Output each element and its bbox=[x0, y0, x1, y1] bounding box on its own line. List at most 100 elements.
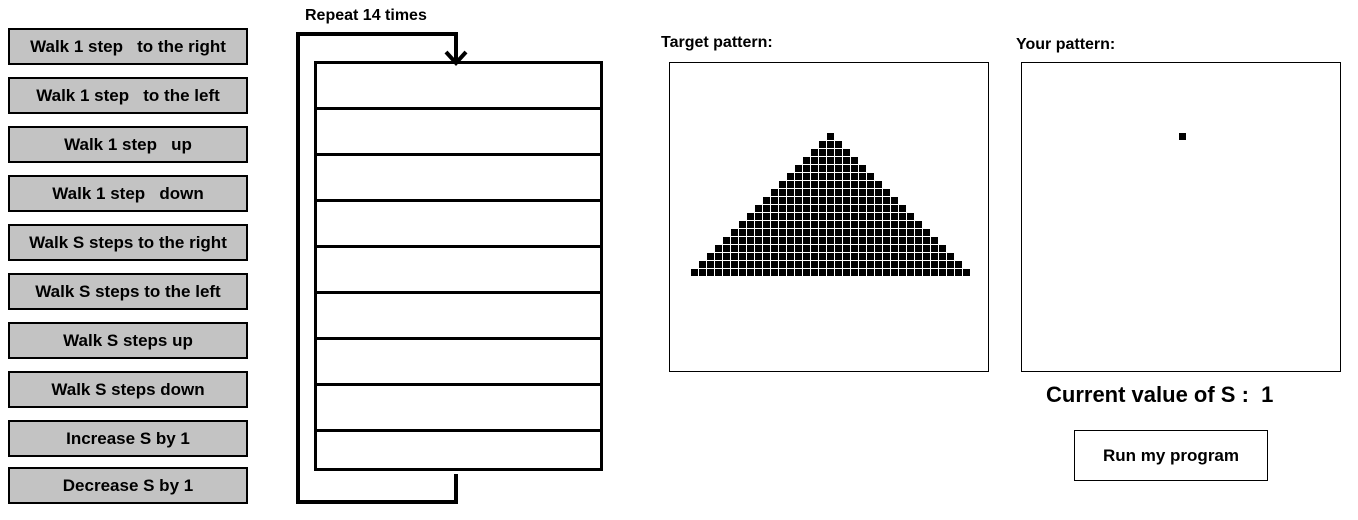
target-pixel bbox=[747, 237, 754, 244]
target-pixel bbox=[875, 229, 882, 236]
target-pixel bbox=[891, 245, 898, 252]
target-pixel bbox=[803, 261, 810, 268]
target-pixel bbox=[819, 189, 826, 196]
target-pixel bbox=[779, 253, 786, 260]
target-pixel bbox=[715, 253, 722, 260]
target-pixel bbox=[835, 205, 842, 212]
loop-slot-1[interactable] bbox=[316, 63, 601, 109]
target-pixel bbox=[939, 253, 946, 260]
target-pixel bbox=[731, 269, 738, 276]
target-pixel bbox=[731, 253, 738, 260]
loop-slot-8[interactable] bbox=[316, 385, 601, 431]
target-pixel bbox=[923, 253, 930, 260]
target-pixel bbox=[755, 269, 762, 276]
target-pixel bbox=[731, 229, 738, 236]
target-pixel bbox=[763, 269, 770, 276]
target-pixel bbox=[771, 237, 778, 244]
target-pixel bbox=[755, 245, 762, 252]
target-pixel bbox=[779, 269, 786, 276]
loop-slot-7[interactable] bbox=[316, 339, 601, 385]
target-pixel bbox=[835, 141, 842, 148]
cmd-walk-1-right[interactable]: Walk 1 step to the right bbox=[8, 28, 248, 65]
target-pixel bbox=[907, 213, 914, 220]
target-pixel bbox=[843, 269, 850, 276]
target-pixel bbox=[835, 261, 842, 268]
target-pixel bbox=[811, 149, 818, 156]
target-pixel bbox=[787, 205, 794, 212]
target-pixel bbox=[843, 213, 850, 220]
target-pixel bbox=[763, 197, 770, 204]
target-pixel bbox=[723, 269, 730, 276]
cmd-decrease-s[interactable]: Decrease S by 1 bbox=[8, 467, 248, 504]
target-pixel bbox=[795, 229, 802, 236]
target-pixel bbox=[803, 197, 810, 204]
target-pixel bbox=[763, 229, 770, 236]
target-pixel bbox=[779, 261, 786, 268]
target-pixel bbox=[739, 221, 746, 228]
target-pixel bbox=[771, 213, 778, 220]
target-pixel bbox=[771, 221, 778, 228]
target-pixel bbox=[843, 229, 850, 236]
target-pixel bbox=[819, 197, 826, 204]
target-pixel bbox=[859, 237, 866, 244]
cmd-walk-s-right[interactable]: Walk S steps to the right bbox=[8, 224, 248, 261]
target-pixel bbox=[891, 205, 898, 212]
target-pixel bbox=[763, 221, 770, 228]
target-pixel bbox=[939, 261, 946, 268]
target-pixel bbox=[843, 165, 850, 172]
target-pixel bbox=[915, 237, 922, 244]
target-pixel bbox=[859, 173, 866, 180]
target-pixel bbox=[955, 269, 962, 276]
target-pixel bbox=[899, 237, 906, 244]
target-pixel bbox=[795, 237, 802, 244]
target-pixel bbox=[867, 181, 874, 188]
target-pixel bbox=[811, 221, 818, 228]
loop-slot-3[interactable] bbox=[316, 155, 601, 201]
cmd-walk-s-up[interactable]: Walk S steps up bbox=[8, 322, 248, 359]
cmd-increase-s[interactable]: Increase S by 1 bbox=[8, 420, 248, 457]
target-pixel bbox=[803, 173, 810, 180]
target-pixel bbox=[739, 261, 746, 268]
run-program-button[interactable]: Run my program bbox=[1074, 430, 1268, 481]
loop-slot-2[interactable] bbox=[316, 109, 601, 155]
target-pixel bbox=[907, 237, 914, 244]
target-pixel bbox=[707, 269, 714, 276]
target-pixel bbox=[787, 237, 794, 244]
loop-slot-6[interactable] bbox=[316, 293, 601, 339]
target-pixel bbox=[827, 253, 834, 260]
target-pixel bbox=[947, 261, 954, 268]
your-pattern-canvas bbox=[1021, 62, 1341, 372]
cmd-walk-s-down[interactable]: Walk S steps down bbox=[8, 371, 248, 408]
cmd-walk-1-left[interactable]: Walk 1 step to the left bbox=[8, 77, 248, 114]
cmd-walk-1-up[interactable]: Walk 1 step up bbox=[8, 126, 248, 163]
target-pixel bbox=[763, 261, 770, 268]
loop-slot-9[interactable] bbox=[316, 431, 601, 469]
target-pixel bbox=[811, 213, 818, 220]
target-pixel bbox=[707, 261, 714, 268]
target-pixel bbox=[827, 165, 834, 172]
target-pixel bbox=[843, 205, 850, 212]
target-pixel bbox=[859, 221, 866, 228]
target-pixel bbox=[867, 253, 874, 260]
target-pixel bbox=[795, 205, 802, 212]
loop-slot-5[interactable] bbox=[316, 247, 601, 293]
target-pixel bbox=[803, 269, 810, 276]
target-pixel bbox=[819, 253, 826, 260]
target-pixel bbox=[955, 261, 962, 268]
target-pixel bbox=[779, 205, 786, 212]
loop-slot-4[interactable] bbox=[316, 201, 601, 247]
target-pixel bbox=[771, 253, 778, 260]
cmd-walk-1-down[interactable]: Walk 1 step down bbox=[8, 175, 248, 212]
target-pixel bbox=[787, 173, 794, 180]
target-pixel bbox=[811, 229, 818, 236]
target-pixel bbox=[859, 245, 866, 252]
target-pixel bbox=[707, 253, 714, 260]
target-pixel bbox=[819, 269, 826, 276]
target-pixel bbox=[835, 269, 842, 276]
cmd-walk-s-left[interactable]: Walk S steps to the left bbox=[8, 273, 248, 310]
target-pixel bbox=[883, 237, 890, 244]
target-pixel bbox=[891, 261, 898, 268]
target-pixel bbox=[723, 245, 730, 252]
target-pixel bbox=[723, 253, 730, 260]
target-pixel bbox=[883, 229, 890, 236]
